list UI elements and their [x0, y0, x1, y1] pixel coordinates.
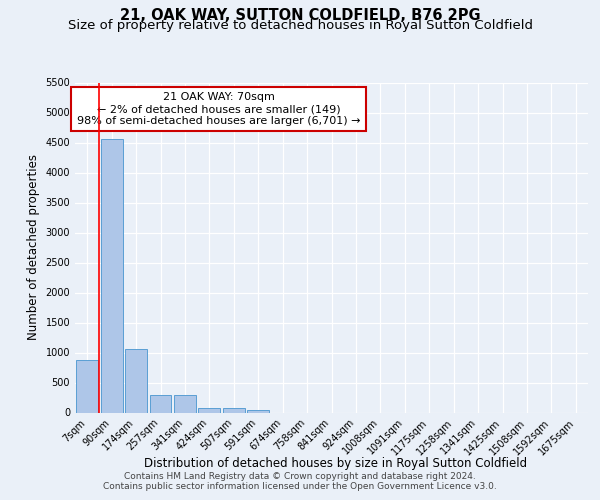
Text: 21 OAK WAY: 70sqm
← 2% of detached houses are smaller (149)
98% of semi-detached: 21 OAK WAY: 70sqm ← 2% of detached house… [77, 92, 361, 126]
Text: 21, OAK WAY, SUTTON COLDFIELD, B76 2PG: 21, OAK WAY, SUTTON COLDFIELD, B76 2PG [119, 8, 481, 22]
Bar [125, 349, 147, 412]
Y-axis label: Number of detached properties: Number of detached properties [27, 154, 40, 340]
Text: Size of property relative to detached houses in Royal Sutton Coldfield: Size of property relative to detached ho… [67, 18, 533, 32]
Bar [223, 408, 245, 412]
Text: Distribution of detached houses by size in Royal Sutton Coldfield: Distribution of detached houses by size … [145, 458, 527, 470]
Bar [247, 410, 269, 412]
Text: Contains public sector information licensed under the Open Government Licence v3: Contains public sector information licen… [103, 482, 497, 491]
Bar [199, 408, 220, 412]
Bar [101, 139, 122, 412]
Bar [174, 395, 196, 412]
Bar [149, 395, 172, 412]
Text: Contains HM Land Registry data © Crown copyright and database right 2024.: Contains HM Land Registry data © Crown c… [124, 472, 476, 481]
Bar [76, 360, 98, 412]
